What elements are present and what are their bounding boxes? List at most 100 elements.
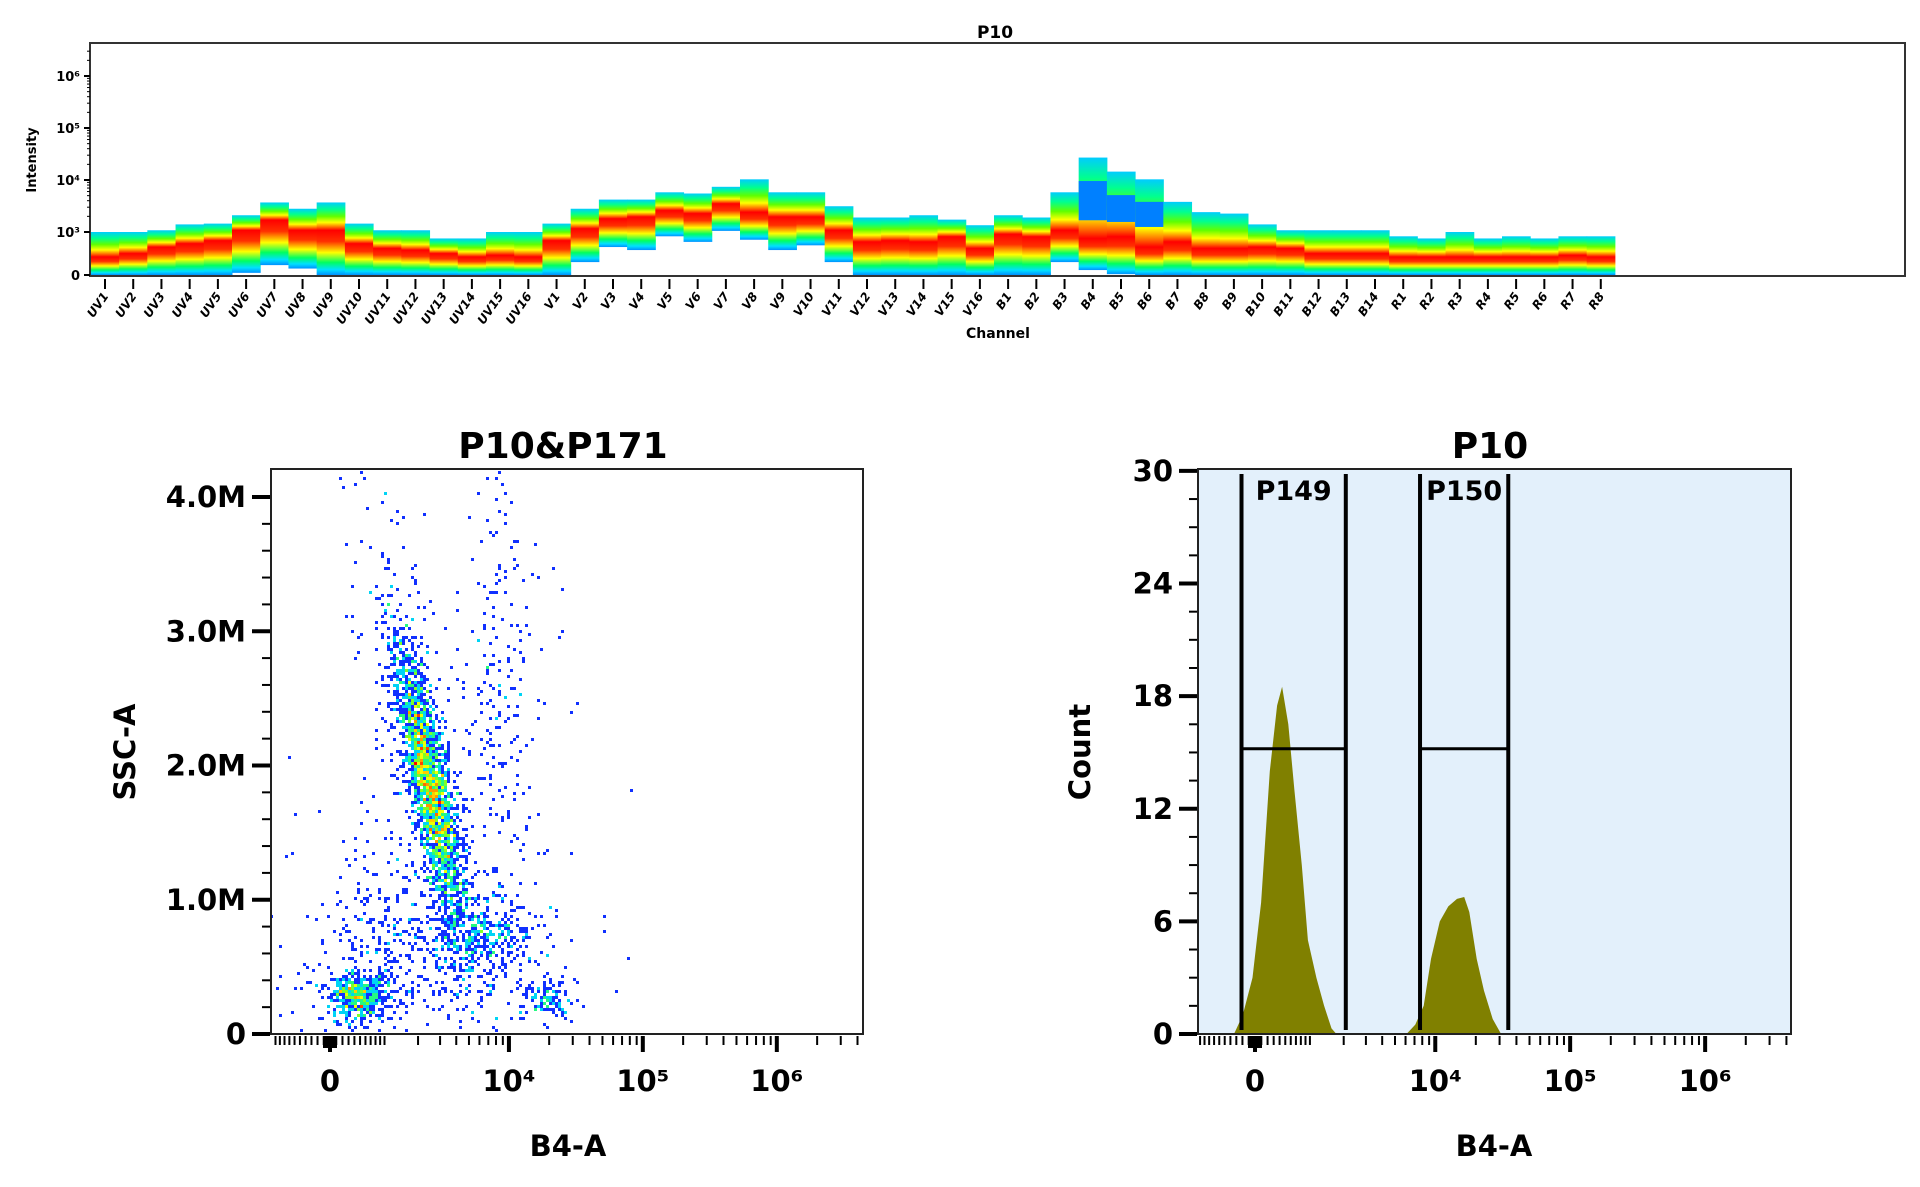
- event-bin: [501, 918, 504, 921]
- event-bin: [408, 753, 411, 756]
- event-bin: [465, 861, 468, 864]
- event-bin: [426, 792, 429, 795]
- event-bin: [363, 969, 366, 972]
- histogram-title: P10: [1452, 426, 1528, 467]
- event-bin: [402, 735, 405, 738]
- event-bin: [351, 948, 354, 951]
- event-bin: [375, 597, 378, 600]
- event-bin: [486, 957, 489, 960]
- event-bin: [420, 867, 423, 870]
- event-bin: [459, 882, 462, 885]
- event-bin: [534, 960, 537, 963]
- event-bin: [408, 918, 411, 921]
- channel-label: R2: [1416, 290, 1438, 312]
- event-bin: [390, 753, 393, 756]
- event-bin: [453, 831, 456, 834]
- event-bin: [420, 843, 423, 846]
- event-bin: [435, 852, 438, 855]
- event-bin: [426, 711, 429, 714]
- event-bin: [375, 1002, 378, 1005]
- event-bin: [426, 753, 429, 756]
- event-bin: [390, 648, 393, 651]
- event-bin: [438, 858, 441, 861]
- event-bin: [483, 612, 486, 615]
- event-bin: [363, 984, 366, 987]
- event-bin: [354, 849, 357, 852]
- event-bin: [513, 936, 516, 939]
- event-bin: [525, 933, 528, 936]
- event-bin: [453, 903, 456, 906]
- event-bin: [513, 540, 516, 543]
- event-bin: [489, 933, 492, 936]
- event-bin: [462, 969, 465, 972]
- event-bin: [444, 879, 447, 882]
- event-bin: [492, 798, 495, 801]
- event-bin: [414, 744, 417, 747]
- event-bin: [420, 660, 423, 663]
- event-bin: [492, 867, 495, 870]
- event-bin: [396, 696, 399, 699]
- event-bin: [438, 927, 441, 930]
- event-bin: [519, 945, 522, 948]
- event-bin: [426, 645, 429, 648]
- event-bin: [279, 975, 282, 978]
- event-bin: [420, 756, 423, 759]
- event-bin: [432, 747, 435, 750]
- event-bin: [483, 912, 486, 915]
- event-bin: [489, 924, 492, 927]
- event-bin: [423, 756, 426, 759]
- event-bin: [423, 606, 426, 609]
- event-bin: [540, 999, 543, 1002]
- event-bin: [405, 657, 408, 660]
- event-bin: [426, 735, 429, 738]
- event-bin: [408, 969, 411, 972]
- event-bin: [396, 690, 399, 693]
- event-bin: [495, 582, 498, 585]
- event-bin: [435, 870, 438, 873]
- channel-column-B2: [1022, 217, 1051, 275]
- event-bin: [477, 933, 480, 936]
- event-bin: [516, 783, 519, 786]
- event-bin: [381, 1002, 384, 1005]
- event-bin: [354, 1002, 357, 1005]
- event-bin: [408, 957, 411, 960]
- event-bin: [450, 963, 453, 966]
- event-bin: [402, 669, 405, 672]
- event-bin: [525, 936, 528, 939]
- event-bin: [423, 729, 426, 732]
- event-bin: [405, 624, 408, 627]
- event-bin: [603, 915, 606, 918]
- event-bin: [354, 1005, 357, 1008]
- event-bin: [429, 705, 432, 708]
- event-bin: [429, 753, 432, 756]
- event-bin: [330, 999, 333, 1002]
- event-bin: [354, 1017, 357, 1020]
- event-bin: [444, 774, 447, 777]
- channel-label: V12: [847, 290, 873, 319]
- event-bin: [426, 789, 429, 792]
- channel-column-R7: [1558, 236, 1588, 275]
- event-bin: [393, 708, 396, 711]
- event-bin: [351, 987, 354, 990]
- event-bin: [489, 969, 492, 972]
- event-bin: [459, 915, 462, 918]
- event-bin: [492, 942, 495, 945]
- event-bin: [450, 825, 453, 828]
- event-bin: [462, 747, 465, 750]
- channel-column-UV7: [260, 202, 289, 266]
- event-bin: [489, 972, 492, 975]
- event-bin: [492, 756, 495, 759]
- event-bin: [438, 807, 441, 810]
- event-bin: [390, 759, 393, 762]
- channel-label: B5: [1106, 290, 1128, 312]
- event-bin: [438, 732, 441, 735]
- event-bin: [492, 654, 495, 657]
- event-bin: [372, 852, 375, 855]
- event-bin: [468, 969, 471, 972]
- event-bin: [525, 1011, 528, 1014]
- event-bin: [504, 966, 507, 969]
- event-bin: [516, 564, 519, 567]
- event-bin: [495, 636, 498, 639]
- event-bin: [402, 753, 405, 756]
- event-bin: [504, 522, 507, 525]
